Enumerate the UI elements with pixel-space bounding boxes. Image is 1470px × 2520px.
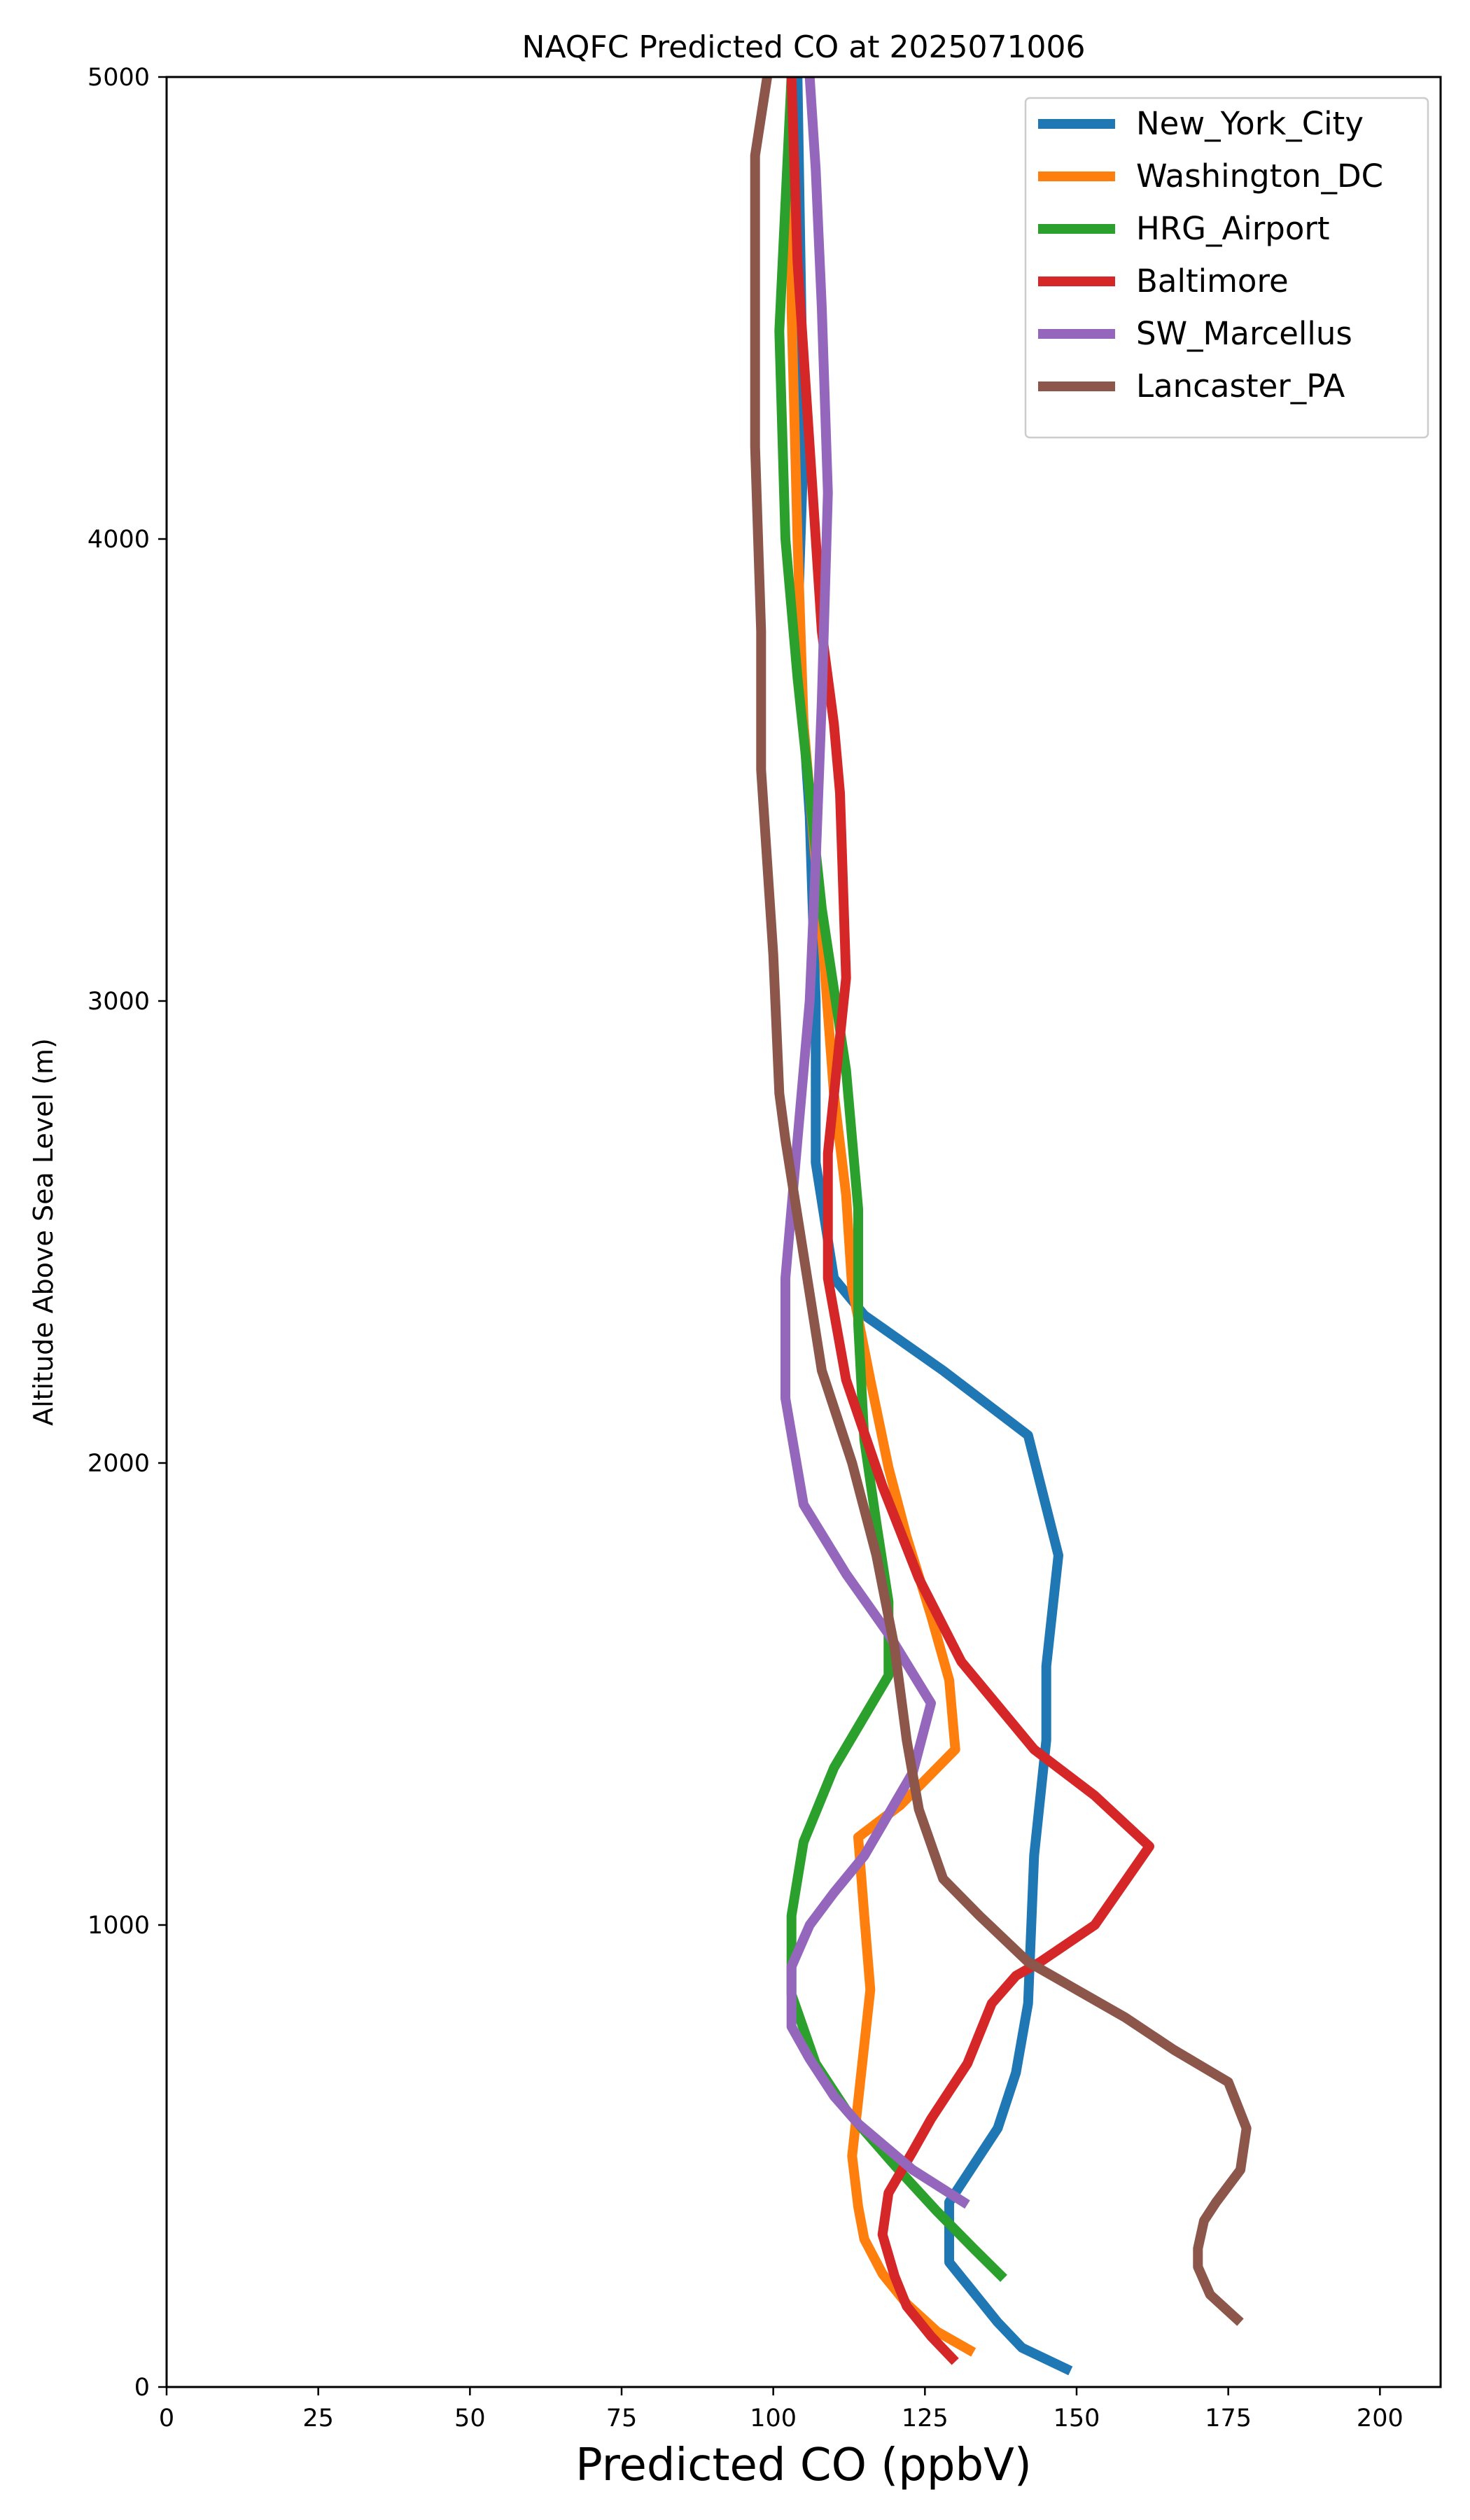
x-axis-label: Predicted CO (ppbV) [575, 2440, 1032, 2491]
legend-label-washington-dc: Washington_DC [1136, 158, 1383, 195]
legend-label-baltimore: Baltimore [1136, 262, 1289, 300]
legend-label-hrg-airport: HRG_Airport [1136, 210, 1330, 247]
y-tick-label: 1000 [88, 1912, 150, 1940]
y-tick-label: 0 [134, 2374, 150, 2402]
y-tick-label: 5000 [88, 64, 150, 92]
series-line-baltimore [786, 76, 1154, 2365]
y-tick-label: 4000 [88, 526, 150, 554]
legend-label-sw-marcellus: SW_Marcellus [1136, 315, 1352, 352]
y-tick-label: 3000 [88, 988, 150, 1016]
legend-box [1024, 97, 1429, 439]
series-line-sw-marcellus [780, 76, 970, 2209]
series-line-washington-dc [786, 77, 976, 2357]
x-tick-label: 0 [159, 2404, 174, 2432]
legend: New_York_City Washington_DC HRG_Airport Bal… [1024, 97, 1429, 439]
x-tick-label: 200 [1357, 2404, 1404, 2432]
plot-frame [165, 76, 1442, 2388]
x-tick-label: 175 [1205, 2404, 1252, 2432]
x-tick-label: 100 [750, 2404, 797, 2432]
x-tick-label: 25 [302, 2404, 334, 2432]
x-tick-label: 50 [454, 2404, 486, 2432]
legend-label-lancaster-pa: Lancaster_PA [1136, 368, 1345, 405]
y-axis-label: Altitude Above Sea Level (m) [28, 1038, 59, 1426]
series-line-lancaster-pa [750, 76, 1252, 2326]
x-tick-label: 150 [1054, 2404, 1100, 2432]
series-line-new-york-city [792, 76, 1073, 2376]
legend-label-new-york-city: New_York_City [1136, 105, 1364, 142]
chart-title: NAQFC Predicted CO at 2025071006 [522, 29, 1086, 65]
y-tick-label: 2000 [88, 1450, 150, 1478]
x-tick-label: 75 [606, 2404, 638, 2432]
x-tick-label: 125 [902, 2404, 948, 2432]
